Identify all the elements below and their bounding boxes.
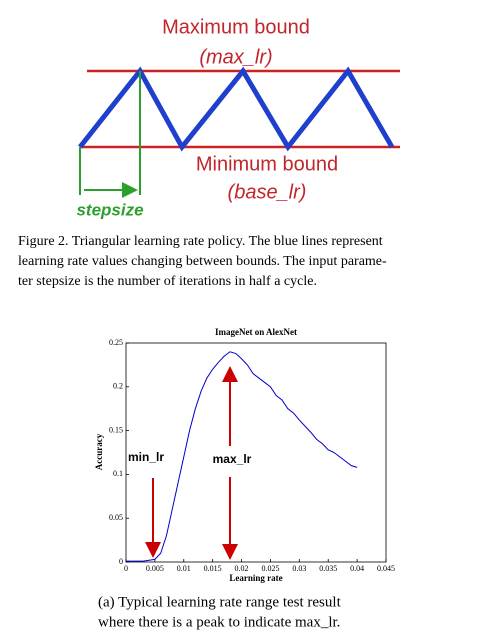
y-tick-label: 0.2 [113,382,123,391]
subcaption: (a) Typical learning rate range test res… [98,594,342,630]
x-axis-label: Learning rate [229,573,282,583]
subcaption-line: (a) Typical learning rate range test res… [98,594,342,610]
y-axis-label: Accuracy [94,433,104,470]
x-tick-label: 0.045 [377,564,395,573]
plot-frame [125,342,387,563]
x-tick-label: 0.01 [177,564,191,573]
data-line [126,351,358,562]
min-label: Minimum bound [196,153,338,175]
x-tick-label: 0.04 [350,564,364,573]
caption-line: learning rate values changing between bo… [18,254,387,269]
caption-line: ter stepsize is the number of iterations… [18,274,317,289]
y-tick-label: 0.1 [113,469,123,478]
x-tick-label: 0 [124,564,128,573]
subcaption-line: where there is a peak to indicate max_lr… [98,614,340,630]
annotation: max_lr [213,452,252,466]
x-tick-label: 0.02 [235,564,249,573]
zigzag [78,66,395,152]
x-tick-label: 0.025 [261,564,279,573]
chart-title: ImageNet on AlexNet [215,327,297,337]
max-var: (max_lr) [199,46,272,68]
chart: ImageNet on AlexNet Learning rate Accura… [94,327,395,583]
step-label: stepsize [76,200,143,219]
triangular-diagram: Maximum bound (max_lr) Minimum bound (ba… [76,16,400,219]
x-tick-label: 0.035 [319,564,337,573]
y-tick-label: 0.05 [109,513,123,522]
figure-caption: Figure 2. Triangular learning rate polic… [18,234,387,289]
x-tick-label: 0.005 [146,564,164,573]
y-tick-label: 0.25 [109,338,123,347]
max-label: Maximum bound [162,16,310,38]
y-tick-label: 0 [119,557,123,566]
annotation: min_lr [128,450,164,464]
min-var: (base_lr) [228,181,307,203]
x-tick-label: 0.03 [292,564,306,573]
y-tick-label: 0.15 [109,425,123,434]
caption-line: Figure 2. Triangular learning rate polic… [18,234,383,249]
x-tick-label: 0.015 [204,564,222,573]
